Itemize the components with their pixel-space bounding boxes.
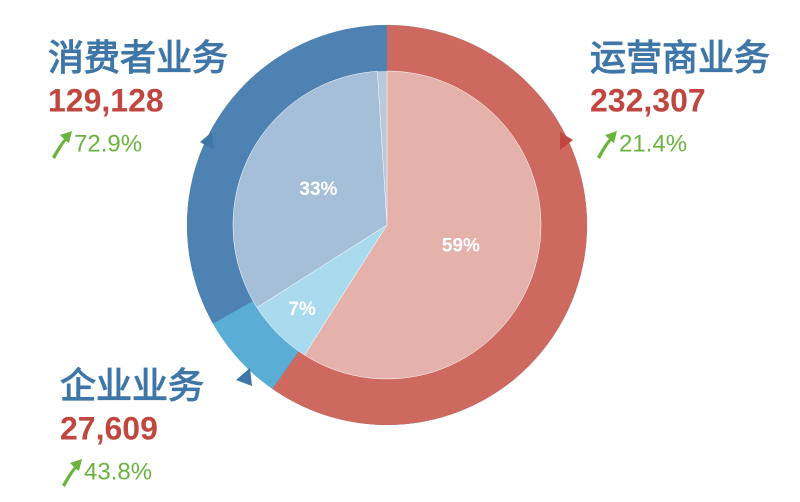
percentage-label: 33% [299, 179, 337, 200]
inner-pie: 59% 7% 33% [232, 70, 542, 380]
ring-segment [187, 25, 387, 324]
category-label: 运营商业务 [590, 38, 770, 79]
value-label: 27,609 [60, 410, 158, 446]
ring-segment [212, 300, 300, 389]
pointer [200, 132, 214, 150]
category-label: 企业业务 [60, 365, 204, 407]
pointer [560, 132, 573, 150]
value-label: 129,128 [48, 82, 164, 118]
value-label: 232,307 [590, 82, 706, 118]
growth-arrow [597, 131, 617, 159]
category-label: 消费者业务 [48, 38, 228, 79]
outer-ring [187, 25, 587, 425]
growth-label: 21.4% [619, 130, 687, 157]
pie-slice [232, 71, 388, 308]
percentage-label: 7% [288, 299, 316, 320]
growth-label: 72.9% [74, 130, 142, 157]
growth-arrow [62, 459, 82, 487]
pointer [236, 368, 252, 386]
growth-label: 43.8% [84, 458, 152, 485]
percentage-label: 59% [442, 235, 480, 256]
ring-segment [272, 25, 587, 425]
pie-slice [304, 70, 542, 380]
growth-arrow [52, 131, 72, 159]
